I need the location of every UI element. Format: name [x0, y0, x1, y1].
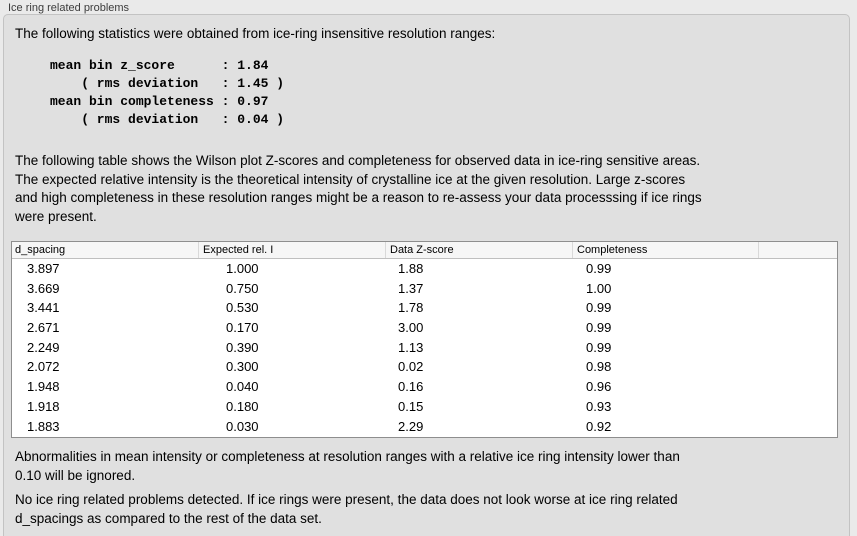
table-cell: 1.78 [398, 300, 424, 316]
table-cell: 0.99 [586, 320, 612, 336]
ice-ring-group-box: The following statistics were obtained f… [3, 14, 850, 536]
table-cell: 0.390 [226, 339, 259, 355]
table-cell: 0.96 [586, 379, 612, 395]
table-cell: 0.16 [398, 379, 424, 395]
table-cell: 0.98 [586, 359, 612, 375]
table-cell: 0.170 [226, 320, 259, 336]
table-cell: 0.93 [586, 398, 612, 414]
stats-block: mean bin z_score : 1.84 ( rms deviation … [50, 58, 285, 127]
table-body: 3.897 1.000 1.88 0.99 3.669 0.750 1.37 1.00 3.44… [12, 259, 837, 436]
table-row[interactable]: 3.669 0.750 1.37 1.00 [12, 279, 837, 299]
table-cell: 0.99 [586, 339, 612, 355]
table-cell: 0.02 [398, 359, 424, 375]
table-cell: 0.180 [226, 398, 259, 414]
header-filler [758, 242, 837, 258]
table-cell: 1.918 [27, 398, 60, 414]
table-cell: 3.897 [27, 261, 60, 276]
table-description: The following table shows the Wilson plo… [15, 153, 702, 224]
header-cell-data-z-score[interactable]: Data Z-score [385, 242, 572, 258]
table-cell: 1.948 [27, 379, 60, 395]
table-cell: 1.00 [586, 280, 612, 296]
table-row[interactable]: 1.948 0.040 0.16 0.96 [12, 377, 837, 397]
table-cell: 1.883 [27, 418, 60, 434]
table-cell: 2.249 [27, 339, 60, 355]
header-cell-d-spacing[interactable]: d_spacing [15, 244, 66, 256]
table-cell: 0.530 [226, 300, 259, 316]
table-cell: 1.88 [398, 261, 424, 276]
table-cell: 0.15 [398, 398, 424, 414]
table-cell: 1.13 [398, 339, 424, 355]
panel-title: Ice ring related problems [8, 2, 130, 14]
header-cell-expected-rel-i[interactable]: Expected rel. I [198, 242, 385, 258]
table-row[interactable]: 2.249 0.390 1.13 0.99 [12, 338, 837, 358]
table-header-row: d_spacing Expected rel. I Data Z-score Comp… [12, 242, 837, 259]
table-cell: 2.29 [398, 418, 424, 434]
table-cell: 0.040 [226, 379, 259, 395]
table-cell: 1.37 [398, 280, 424, 296]
table-cell: 0.750 [226, 280, 259, 296]
table-cell: 0.99 [586, 261, 612, 276]
header-cell-completeness[interactable]: Completeness [572, 242, 758, 258]
table-cell: 0.030 [226, 418, 259, 434]
table-row[interactable]: 3.441 0.530 1.78 0.99 [12, 298, 837, 318]
table-row[interactable]: 1.918 0.180 0.15 0.93 [12, 397, 837, 417]
intro-text: The following statistics were obtained f… [15, 26, 496, 41]
table-row[interactable]: 2.072 0.300 0.02 0.98 [12, 357, 837, 377]
ice-ring-table: d_spacing Expected rel. I Data Z-score Comp… [11, 241, 838, 438]
table-cell: 0.300 [226, 359, 259, 375]
table-cell: 3.441 [27, 300, 60, 316]
table-row[interactable]: 1.883 0.030 2.29 0.92 [12, 417, 837, 437]
table-cell: 2.671 [27, 320, 60, 336]
table-cell: 0.99 [586, 300, 612, 316]
conclusion-note: No ice ring related problems detected. I… [15, 492, 678, 526]
ignore-threshold-note: Abnormalities in mean intensity or compl… [15, 449, 680, 483]
table-row[interactable]: 2.671 0.170 3.00 0.99 [12, 318, 837, 338]
table-cell: 3.00 [398, 320, 424, 336]
table-cell: 2.072 [27, 359, 60, 375]
table-cell: 1.000 [226, 261, 259, 276]
table-cell: 0.92 [586, 418, 612, 434]
table-row[interactable]: 3.897 1.000 1.88 0.99 [12, 259, 837, 279]
table-cell: 3.669 [27, 280, 60, 296]
